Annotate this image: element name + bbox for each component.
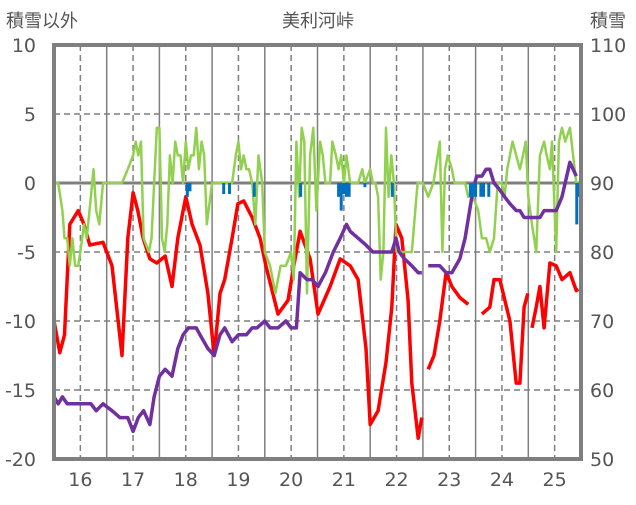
blue-bar xyxy=(390,183,394,197)
right-tick-label: 50 xyxy=(590,449,614,471)
red-line xyxy=(480,277,530,385)
blue-bar xyxy=(299,183,303,197)
red-line xyxy=(530,261,580,330)
right-axis-title: 積雪 xyxy=(590,11,626,32)
x-tick-label: 21 xyxy=(332,469,356,491)
right-tick-label: 80 xyxy=(590,242,614,264)
blue-bar xyxy=(482,183,486,197)
x-tick-label: 22 xyxy=(384,469,408,491)
blue-bar xyxy=(344,183,348,197)
right-tick-label: 90 xyxy=(590,173,614,195)
left-tick-label: -5 xyxy=(17,242,36,264)
blue-bar xyxy=(222,183,226,195)
left-tick-label: -20 xyxy=(5,449,36,471)
blue-bar xyxy=(471,183,475,197)
purple-line xyxy=(428,160,578,275)
blue-bar xyxy=(468,183,472,197)
blue-bar xyxy=(252,183,256,197)
left-tick-label: -15 xyxy=(5,380,36,402)
blue-bar xyxy=(227,183,231,195)
x-tick-label: 25 xyxy=(543,469,567,491)
blue-bar xyxy=(487,183,491,197)
right-tick-label: 100 xyxy=(590,104,626,126)
chart-title: 美利河峠 xyxy=(282,11,354,32)
purple-line xyxy=(52,222,422,434)
right-tick-label: 70 xyxy=(590,311,614,333)
green-line xyxy=(54,126,579,295)
x-tick-label: 24 xyxy=(490,469,514,491)
blue-bar xyxy=(474,183,478,197)
x-tick-label: 23 xyxy=(437,469,461,491)
red-line xyxy=(52,190,424,441)
right-tick-label: 60 xyxy=(590,380,614,402)
blue-bar xyxy=(342,183,346,195)
tick-labels: 10 110 5 100 0 90 -5 80 -10 70 -15 60 -20 50 16 17 18 19 2… xyxy=(5,35,626,491)
x-tick-label: 20 xyxy=(279,469,303,491)
blue-bar xyxy=(347,183,351,197)
blue-bar xyxy=(363,183,367,188)
blue-bar xyxy=(188,183,192,192)
x-tick-label: 19 xyxy=(226,469,250,491)
blue-bar xyxy=(185,183,189,197)
left-tick-label: 10 xyxy=(12,35,36,57)
left-tick-label: 0 xyxy=(24,173,36,195)
x-tick-label: 17 xyxy=(121,469,145,491)
x-tick-label: 18 xyxy=(174,469,198,491)
grid-lines xyxy=(54,44,581,460)
blue-bar xyxy=(339,183,343,211)
blue-bar xyxy=(337,183,341,197)
series-layer xyxy=(52,126,581,441)
blue-bar xyxy=(575,183,579,225)
left-axis-title: 積雪以外 xyxy=(6,11,78,32)
x-tick-label: 16 xyxy=(68,469,92,491)
right-tick-label: 110 xyxy=(590,35,626,57)
plot-frame xyxy=(52,43,583,461)
left-tick-label: 5 xyxy=(24,104,36,126)
left-tick-label: -10 xyxy=(5,311,36,333)
blue-bar xyxy=(479,183,483,197)
